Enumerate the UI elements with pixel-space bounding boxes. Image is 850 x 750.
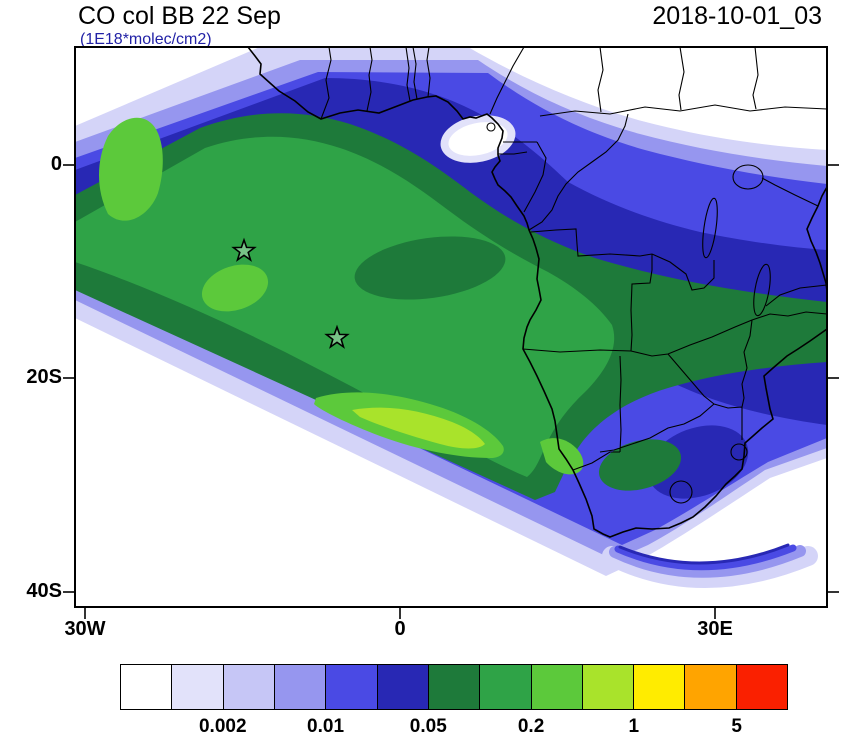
contour-bright-green-central	[201, 264, 269, 312]
colorbar-label: 5	[731, 716, 742, 737]
contour-layers	[75, 47, 827, 588]
markers	[231, 237, 350, 349]
lake-victoria	[732, 164, 764, 190]
y-tick-label-40s: 40S	[26, 580, 62, 602]
star-marker	[231, 237, 257, 262]
colorbar-box	[531, 665, 583, 709]
colorbar-box	[377, 665, 429, 709]
colorbar-box	[582, 665, 635, 709]
country-borders	[320, 47, 827, 471]
contour-navy-blob-southafrica	[647, 425, 749, 499]
units-subtitle: (1E18*molec/cm2)	[80, 31, 212, 48]
plume-tail	[602, 543, 818, 588]
colorbar-label: 0.05	[409, 716, 447, 737]
plot-frame	[74, 46, 828, 608]
contour-darkgreen-lens	[354, 236, 506, 300]
plot-frame-group	[63, 46, 839, 619]
geography	[247, 47, 827, 538]
contour-bright-green-coastal	[540, 438, 584, 475]
colorbar-box	[121, 665, 173, 709]
colorbar-box	[685, 665, 737, 709]
swaziland-border	[730, 443, 748, 461]
contour-bright-green-northwest	[99, 117, 163, 221]
colorbar-box	[172, 665, 224, 709]
star-marker	[324, 324, 350, 349]
colorbar-label: 0.2	[517, 716, 545, 737]
lesotho-border	[669, 480, 693, 504]
colorbar-label: 0.01	[307, 716, 345, 737]
x-tick-label-30w: 30W	[64, 618, 106, 640]
lake-malawi	[753, 263, 771, 317]
colorbar-box	[326, 665, 378, 709]
valid-time-label: 2018-10-01_03	[652, 2, 822, 30]
y-tick-label-20s: 20S	[26, 366, 62, 388]
x-tick-label-0: 0	[394, 618, 406, 640]
colorbar-box	[274, 665, 327, 709]
page-title: CO col BB 22 Sep	[78, 2, 281, 30]
colorbar-box	[480, 665, 532, 709]
colorbar-box	[634, 665, 686, 709]
colorbar-label: 0.002	[198, 716, 247, 737]
lake-tanganyika	[702, 197, 718, 259]
y-tick-label-0: 0	[50, 153, 62, 175]
colorbar-boxes	[120, 664, 788, 710]
colorbar-box	[223, 665, 275, 709]
contour-yellow-green-streak	[352, 407, 485, 449]
bioko-island	[486, 122, 496, 132]
africa-coastline	[247, 47, 827, 538]
colorbar-box	[736, 665, 788, 709]
colorbar-labels: 0.002 0.01 0.05 0.2 1 5	[120, 716, 788, 742]
contour-band-green-core	[75, 136, 615, 477]
axis-ticks	[63, 164, 839, 619]
x-tick-label-30e: 30E	[697, 618, 733, 640]
colorbar-box	[428, 665, 481, 709]
colorbar-label: 1	[628, 716, 640, 737]
